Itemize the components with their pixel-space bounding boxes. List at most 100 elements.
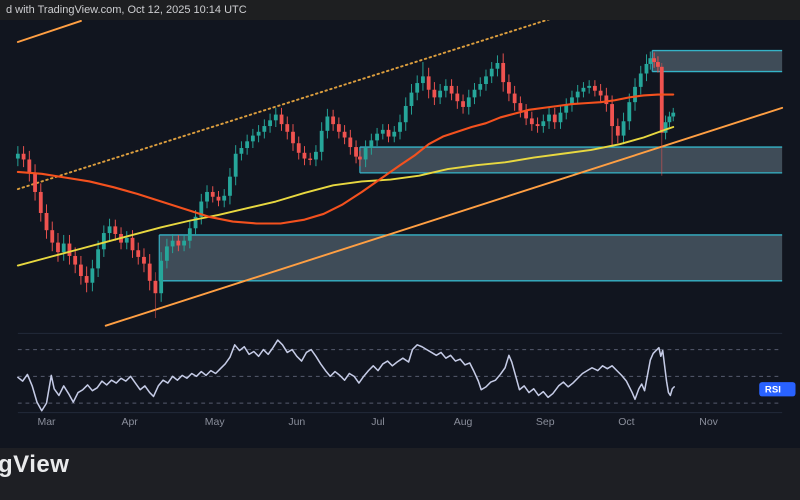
candle	[319, 122, 324, 161]
candle	[250, 128, 255, 149]
candle	[604, 87, 609, 112]
candle	[96, 240, 101, 277]
candle	[409, 84, 414, 115]
mid-support-zone	[359, 146, 783, 174]
candle	[73, 247, 78, 274]
candle	[354, 140, 358, 164]
candle	[336, 117, 341, 139]
candle	[667, 111, 672, 127]
candle	[671, 107, 676, 122]
candle	[403, 97, 408, 131]
candle	[518, 96, 523, 118]
candle	[205, 185, 209, 209]
attribution-bar: d with TradingView.com, Oct 12, 2025 10:…	[0, 0, 800, 20]
month-label-sep: Sep	[536, 416, 555, 428]
candle	[581, 82, 586, 98]
candle	[507, 74, 511, 102]
candle	[363, 140, 368, 168]
candle	[296, 136, 301, 160]
candle	[652, 52, 657, 68]
candle	[193, 210, 198, 235]
candle	[84, 266, 89, 293]
candle	[644, 54, 649, 82]
candle	[256, 125, 261, 143]
candle	[101, 225, 106, 257]
candle	[222, 189, 227, 208]
candle	[369, 133, 374, 155]
candle	[27, 150, 32, 182]
candle	[663, 115, 668, 140]
candle	[50, 221, 55, 252]
candle	[159, 252, 164, 302]
rsi-line	[17, 339, 675, 412]
candle	[33, 164, 37, 201]
candle	[564, 98, 569, 120]
candle	[21, 146, 26, 168]
candle	[541, 114, 546, 133]
candle	[426, 67, 431, 99]
candle	[285, 116, 290, 140]
candle	[199, 193, 204, 225]
channel-upper[interactable]	[16, 20, 82, 43]
candle	[461, 94, 465, 114]
candle	[325, 108, 330, 139]
candle	[443, 79, 448, 98]
candle	[529, 111, 534, 131]
month-label-jun: Jun	[288, 416, 305, 428]
candle	[348, 129, 353, 155]
candle	[415, 75, 420, 101]
candle	[262, 119, 267, 139]
candlestick-series	[15, 51, 676, 319]
rsi-badge-label: RSI	[765, 385, 781, 396]
candle	[478, 77, 483, 97]
candle	[484, 69, 488, 91]
candle	[56, 233, 60, 262]
channel-lower[interactable]	[104, 106, 784, 327]
candle	[124, 231, 129, 250]
candle	[44, 204, 49, 239]
candle	[239, 141, 244, 161]
chart-area[interactable]: RSI Mar Apr May Jun Jul Aug Sep Oct Nov	[0, 20, 800, 448]
candle	[449, 79, 454, 101]
rsi-pane[interactable]: RSI	[17, 339, 796, 412]
candle	[501, 53, 506, 92]
candle	[187, 220, 192, 249]
candle	[621, 112, 626, 145]
ma-slow-yellow[interactable]	[16, 126, 675, 267]
candle	[648, 51, 653, 70]
candle	[268, 113, 272, 133]
candle	[638, 65, 643, 95]
ma-fast-red[interactable]	[16, 93, 675, 225]
candle	[375, 127, 379, 147]
candle	[615, 118, 620, 144]
price-pane[interactable]	[15, 20, 784, 327]
candle	[472, 83, 477, 105]
rsi-value-badge: RSI	[759, 382, 796, 397]
month-label-jul: Jul	[371, 416, 384, 428]
channel-midline[interactable]	[16, 20, 553, 191]
candle	[656, 56, 660, 73]
candle	[398, 114, 402, 140]
upper-resistance-zone	[651, 49, 783, 73]
month-label-oct: Oct	[618, 416, 634, 428]
candle	[489, 62, 494, 84]
candle	[38, 183, 43, 222]
candle	[547, 106, 551, 129]
candle	[512, 85, 517, 111]
candle	[432, 82, 437, 106]
lower-support-zone	[158, 234, 783, 282]
candle	[147, 254, 152, 291]
candle	[570, 90, 574, 112]
candle	[164, 238, 169, 269]
chart-canvas[interactable]: RSI Mar Apr May Jun Jul Aug Sep Oct Nov	[0, 20, 800, 448]
candle	[279, 107, 284, 131]
tradingview-logo[interactable]: gView	[0, 451, 70, 478]
candle	[273, 107, 278, 127]
candle	[575, 84, 580, 105]
candle	[524, 104, 529, 126]
candle	[455, 85, 460, 109]
candle	[245, 134, 250, 155]
candle	[386, 124, 391, 143]
time-axis[interactable]: Mar Apr May Jun Jul Aug Sep Oct Nov	[37, 416, 718, 428]
